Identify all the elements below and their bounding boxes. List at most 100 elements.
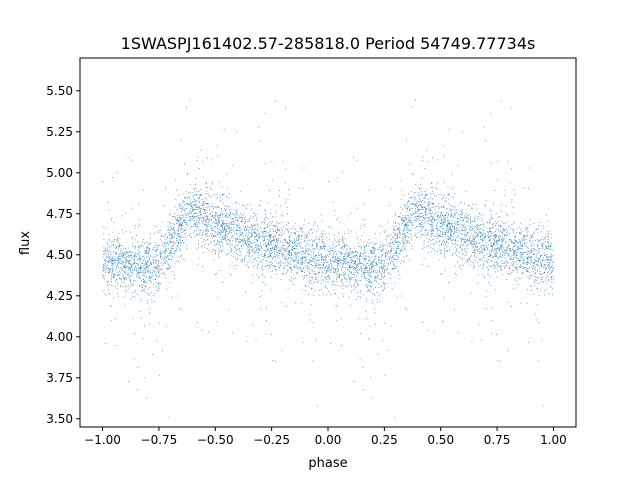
data-point	[314, 255, 316, 257]
data-point	[459, 246, 460, 248]
data-point	[200, 229, 202, 231]
data-point	[403, 233, 405, 234]
data-point	[245, 240, 247, 241]
data-point	[298, 252, 300, 254]
data-point	[416, 225, 418, 227]
data-point	[122, 232, 124, 234]
data-point	[353, 252, 355, 254]
data-point	[547, 256, 549, 257]
data-point	[479, 264, 481, 266]
data-point	[115, 247, 117, 249]
data-point	[299, 245, 301, 247]
data-point	[479, 252, 481, 254]
data-point	[395, 252, 397, 254]
data-point	[409, 218, 410, 220]
data-point	[516, 280, 518, 282]
data-point	[170, 252, 172, 254]
data-point	[518, 259, 519, 261]
data-point	[154, 262, 156, 264]
data-point	[477, 226, 479, 228]
data-point	[278, 249, 280, 251]
data-point	[552, 261, 553, 263]
data-point	[117, 240, 119, 242]
data-point	[362, 253, 363, 255]
data-point	[418, 213, 420, 215]
data-point	[399, 232, 401, 234]
data-point	[408, 237, 409, 239]
data-point	[500, 230, 502, 232]
data-point	[310, 259, 312, 261]
data-point	[242, 240, 244, 242]
data-point	[353, 262, 355, 264]
data-point	[244, 229, 245, 231]
data-point	[332, 250, 333, 251]
data-point	[455, 240, 457, 242]
data-point	[120, 286, 122, 288]
data-point	[534, 262, 535, 264]
data-point	[287, 265, 289, 267]
data-point	[544, 249, 546, 251]
data-point	[265, 266, 267, 267]
data-point	[537, 246, 538, 248]
data-point	[206, 206, 208, 208]
data-point	[147, 259, 149, 261]
data-point	[355, 251, 356, 253]
data-point	[216, 236, 218, 238]
data-point	[428, 230, 430, 232]
data-point	[106, 267, 107, 269]
data-point	[334, 293, 336, 295]
data-point	[234, 216, 236, 218]
data-point	[236, 217, 238, 219]
data-point	[334, 249, 335, 251]
data-point	[211, 211, 213, 213]
data-point	[199, 195, 201, 196]
data-point	[497, 265, 499, 267]
data-point	[219, 234, 221, 235]
data-point	[124, 268, 126, 270]
data-point	[483, 264, 484, 266]
data-point	[548, 259, 550, 261]
data-point	[131, 266, 133, 268]
data-point	[330, 261, 331, 263]
data-point	[521, 239, 523, 241]
data-point	[228, 193, 230, 195]
data-point	[319, 259, 321, 261]
data-point	[529, 257, 531, 259]
data-point	[468, 214, 470, 216]
data-point	[392, 255, 394, 257]
data-point	[499, 265, 501, 267]
data-point	[517, 258, 519, 260]
data-point	[350, 261, 352, 263]
data-point	[379, 271, 381, 273]
data-point	[287, 257, 289, 258]
data-point	[467, 214, 468, 216]
data-point	[383, 289, 384, 291]
data-point	[200, 189, 201, 191]
data-point	[127, 256, 129, 257]
data-point	[185, 230, 186, 232]
data-point	[431, 198, 433, 200]
data-point	[318, 265, 320, 267]
data-point	[262, 282, 264, 284]
data-point	[178, 220, 179, 222]
data-point	[542, 260, 543, 262]
data-point	[245, 241, 247, 243]
data-point	[440, 218, 442, 220]
data-point	[107, 267, 109, 269]
data-point	[312, 245, 313, 246]
data-point	[527, 271, 529, 272]
data-point	[125, 261, 127, 263]
data-point	[119, 270, 120, 272]
data-point	[269, 235, 271, 237]
data-point	[257, 263, 259, 265]
data-point	[213, 208, 214, 210]
data-point	[286, 250, 287, 252]
data-point	[263, 227, 265, 229]
data-point	[491, 246, 493, 248]
data-point	[399, 263, 401, 265]
data-point	[361, 271, 363, 272]
data-point	[199, 234, 201, 236]
data-point	[298, 243, 300, 245]
data-point	[263, 228, 265, 230]
data-point	[486, 200, 487, 202]
